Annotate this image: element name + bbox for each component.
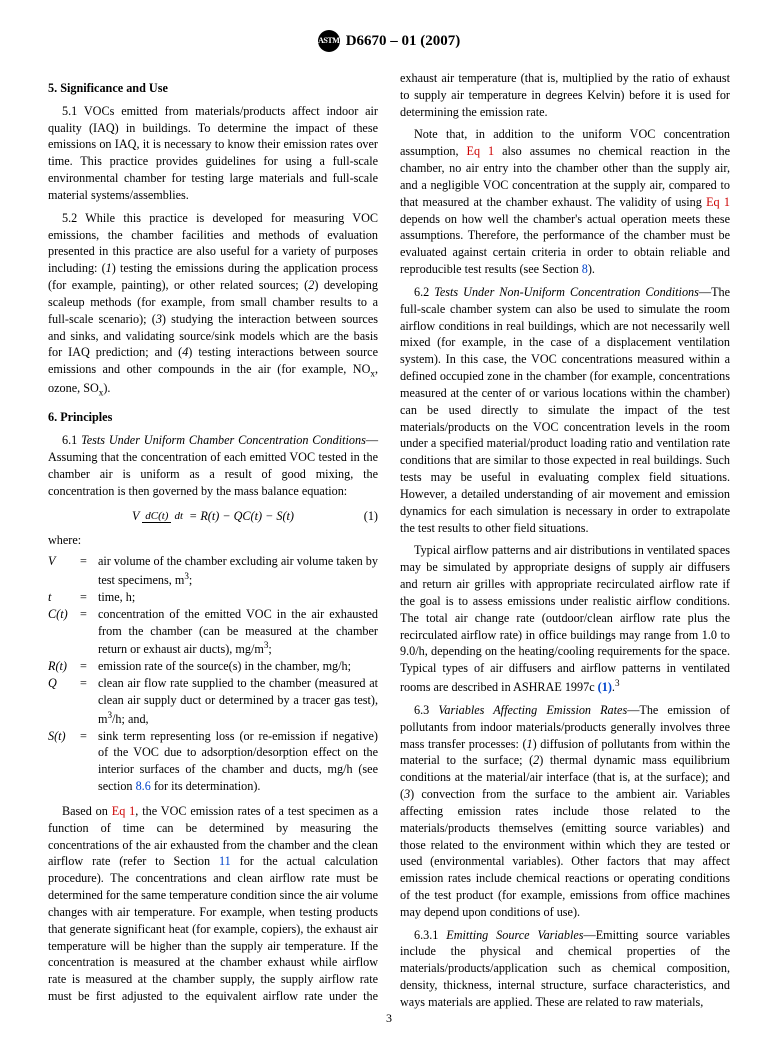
body-columns: 5. Significance and Use 5.1 VOCs emitted…	[48, 70, 730, 1011]
para-5-2: 5.2 While this practice is developed for…	[48, 210, 378, 400]
equation-number: (1)	[364, 508, 378, 525]
def-row: Q=clean air flow rate supplied to the ch…	[48, 675, 378, 728]
equation-1: V dC(t)dt = R(t) − QC(t) − S(t) (1)	[48, 508, 378, 525]
ref-eq1[interactable]: Eq 1	[706, 195, 730, 209]
where-label: where:	[48, 532, 378, 549]
para-6-1: 6.1 Tests Under Uniform Chamber Concentr…	[48, 432, 378, 499]
doc-header: ASTM D6670 – 01 (2007)	[48, 30, 730, 52]
designation: D6670 – 01 (2007)	[346, 31, 461, 52]
section-6-title: 6. Principles	[48, 409, 378, 426]
def-row: R(t)=emission rate of the source(s) in t…	[48, 658, 378, 675]
ref-8-6[interactable]: 8.6	[136, 779, 151, 793]
para-6-2: 6.2 Tests Under Non-Uniform Concentratio…	[400, 284, 730, 536]
def-row: t=time, h;	[48, 589, 378, 606]
ref-section-11[interactable]: 11	[219, 854, 231, 868]
section-5-title: 5. Significance and Use	[48, 80, 378, 97]
para-note: Note that, in addition to the uniform VO…	[400, 126, 730, 277]
para-6-2-typical: Typical airflow patterns and air distrib…	[400, 542, 730, 696]
para-5-1: 5.1 VOCs emitted from materials/products…	[48, 103, 378, 204]
def-row: V=air volume of the chamber excluding ai…	[48, 553, 378, 589]
para-6-3-1: 6.3.1 Emitting Source Variables—Emitting…	[400, 927, 730, 1011]
astm-logo: ASTM	[318, 30, 340, 52]
definitions-table: V=air volume of the chamber excluding ai…	[48, 553, 378, 795]
ref-eq1[interactable]: Eq 1	[112, 804, 136, 818]
ref-eq1[interactable]: Eq 1	[467, 144, 495, 158]
def-row: S(t)=sink term representing loss (or re-…	[48, 728, 378, 795]
def-row: C(t)=concentration of the emitted VOC in…	[48, 606, 378, 659]
para-6-3: 6.3 Variables Affecting Emission Rates—T…	[400, 702, 730, 921]
page-number: 3	[0, 1010, 778, 1027]
ref-citation-1[interactable]: (1)	[598, 680, 612, 694]
